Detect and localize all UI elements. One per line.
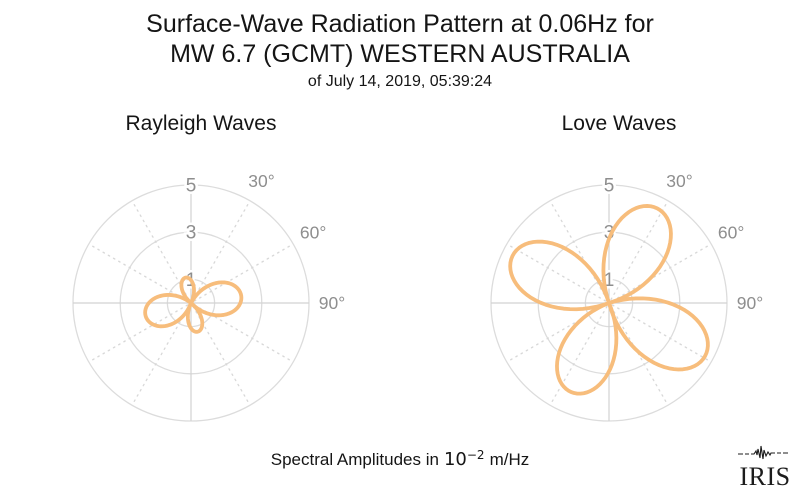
- grid-spoke-dotted: [131, 200, 190, 301]
- iris-logo-graphic: IRIS: [738, 445, 790, 491]
- radiation-lobe: [555, 301, 619, 396]
- radiation-lobe: [179, 275, 196, 305]
- grid-spoke-dotted: [549, 200, 608, 301]
- grid-spoke-dotted: [611, 243, 712, 302]
- seismogram-icon: [738, 445, 788, 460]
- rayleigh-polar-plot: 135 30°60°90°: [72, 171, 345, 422]
- radiation-lobe: [607, 296, 710, 372]
- iris-logo-text: IRIS: [739, 462, 790, 491]
- grid-spoke-dotted: [506, 243, 607, 302]
- azimuth-tick-label: 30°: [248, 171, 274, 191]
- radial-tick-label: 5: [604, 176, 615, 197]
- figure-title-line2: MW 6.7 (GCMT) WESTERN AUSTRALIA: [170, 40, 630, 68]
- grid-spoke-dotted: [193, 243, 294, 302]
- figure-title-datetime: of July 14, 2019, 05:39:24: [307, 73, 493, 90]
- grid-spoke-dotted: [131, 305, 190, 406]
- caption-power-base: 10: [443, 449, 467, 470]
- love-panel-title: Love Waves: [561, 112, 677, 135]
- radial-tick-label: 3: [604, 223, 615, 244]
- radiation-lobe: [601, 204, 673, 305]
- radiation-lobe: [143, 293, 193, 329]
- grid-spoke-dotted: [610, 305, 669, 406]
- azimuth-tick-label: 90°: [737, 293, 763, 313]
- love-polar-plot: 135 30°60°90°: [490, 171, 763, 422]
- grid-spoke-dotted: [610, 200, 669, 301]
- grid-spoke-dotted: [88, 304, 189, 363]
- grid-spoke-dotted: [611, 304, 712, 363]
- radiation-lobe: [185, 301, 205, 334]
- caption-power: 10−2: [443, 448, 485, 470]
- caption-suffix: m/Hz: [489, 450, 530, 469]
- radiation-lobe: [508, 239, 611, 312]
- amplitude-units-caption: Spectral Amplitudes in 10−2 m/Hz: [0, 448, 800, 470]
- azimuth-tick-label: 60°: [718, 223, 744, 243]
- rayleigh-panel-title: Rayleigh Waves: [125, 112, 277, 135]
- grid-spoke-dotted: [549, 305, 608, 406]
- grid-spoke-dotted: [192, 200, 251, 301]
- radial-tick-label: 5: [186, 176, 197, 197]
- figure-title-line1: Surface-Wave Radiation Pattern at 0.06Hz…: [146, 10, 654, 38]
- figure-title: Surface-Wave Radiation Pattern at 0.06Hz…: [0, 9, 800, 92]
- iris-logo: IRIS: [734, 441, 796, 491]
- grid-spoke-dotted: [88, 243, 189, 302]
- radiation-lobe: [189, 280, 244, 318]
- radial-tick-label: 3: [186, 223, 197, 244]
- azimuth-tick-label: 60°: [300, 223, 326, 243]
- caption-prefix: Spectral Amplitudes in: [270, 450, 439, 469]
- azimuth-tick-label: 30°: [666, 171, 692, 191]
- caption-power-exponent: −2: [466, 448, 485, 462]
- azimuth-tick-label: 90°: [319, 293, 345, 313]
